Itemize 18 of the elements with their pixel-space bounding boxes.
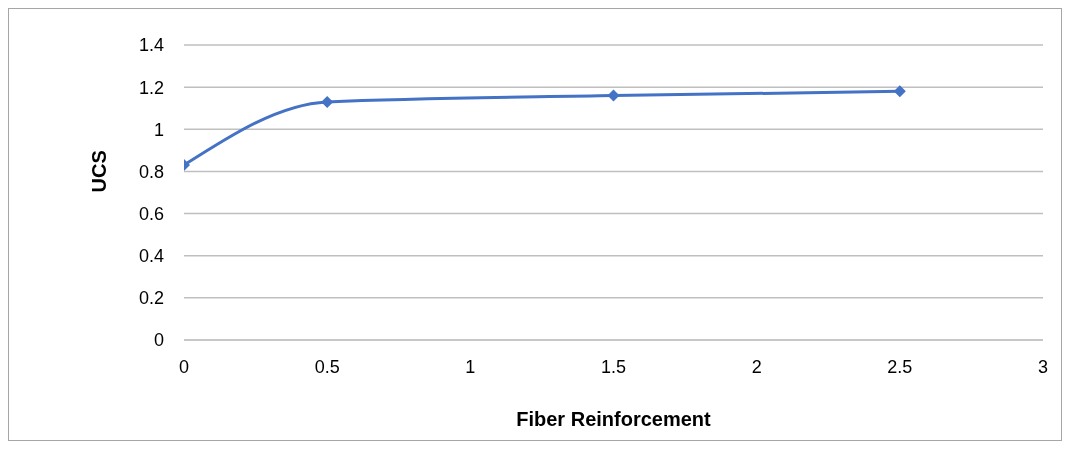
x-axis-title: Fiber Reinforcement	[516, 408, 712, 430]
y-tick-label: 1.4	[138, 35, 164, 56]
x-tick-label: 1.5	[600, 356, 627, 377]
y-tick-label: 1.2	[138, 77, 164, 98]
y-tick-label: 0.4	[138, 246, 164, 267]
x-tick-label: 2	[751, 356, 762, 377]
y-tick-label: 0.6	[138, 203, 164, 224]
y-tick-label: 0	[153, 330, 164, 351]
y-tick-label: 1	[153, 119, 164, 140]
y-tick-label: 0.8	[138, 161, 164, 182]
x-tick-label: 1	[465, 356, 476, 377]
x-tick-label: 0	[178, 356, 190, 377]
y-axis-title: UCS	[88, 150, 111, 193]
x-tick-label: 0.5	[314, 356, 340, 377]
x-tick-label: 2.5	[887, 356, 913, 377]
y-tick-label: 0.2	[138, 288, 164, 309]
point	[607, 89, 620, 102]
x-tick-label: 3	[1037, 356, 1049, 377]
